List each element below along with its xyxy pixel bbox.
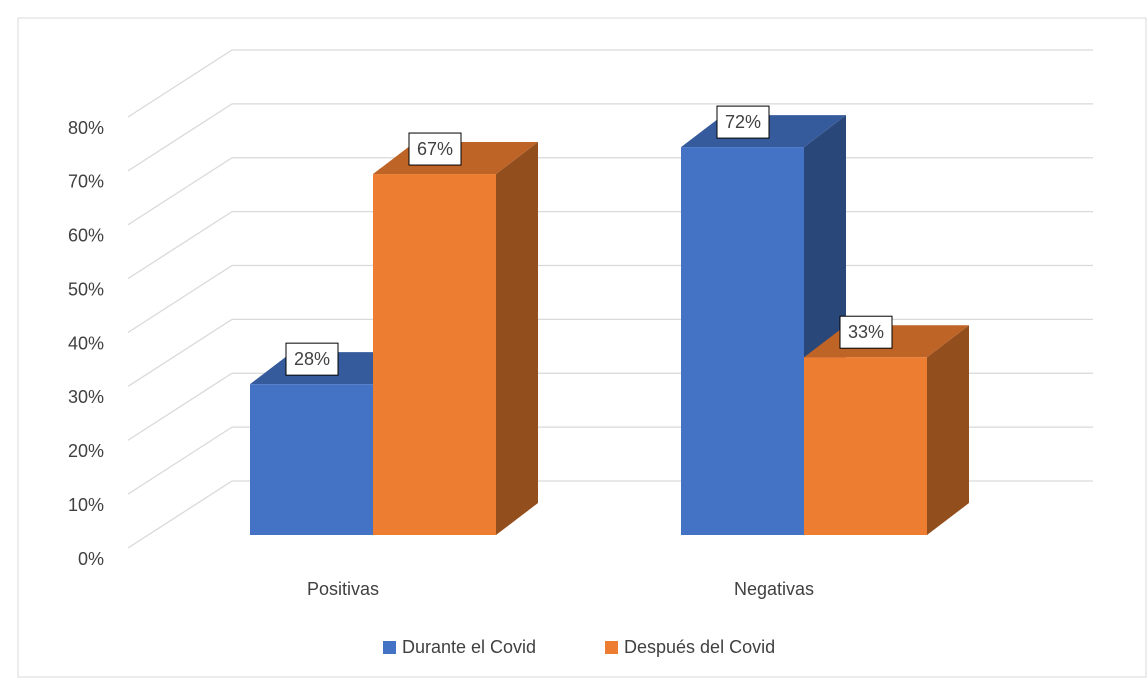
data-label-box xyxy=(285,342,339,376)
grid-diagonal xyxy=(127,157,233,226)
y-tick-label: 50% xyxy=(68,279,104,299)
y-tick-label: 20% xyxy=(68,441,104,461)
y-tick-label: 40% xyxy=(68,333,104,353)
y-tick-label: 0% xyxy=(78,549,104,569)
y-tick-label: 60% xyxy=(68,226,104,246)
bar xyxy=(373,174,496,535)
grid-diagonal xyxy=(127,49,233,118)
y-tick-label: 10% xyxy=(68,495,104,515)
bar xyxy=(804,357,927,535)
data-label-box xyxy=(839,315,893,349)
x-tick-label: Negativas xyxy=(734,579,814,599)
data-label: 72% xyxy=(725,112,761,132)
legend-swatch xyxy=(383,641,396,654)
bar xyxy=(681,147,804,535)
data-label: 28% xyxy=(294,349,330,369)
grid-diagonal xyxy=(127,480,233,549)
grid-diagonal xyxy=(127,426,233,495)
data-label: 33% xyxy=(848,322,884,342)
y-tick-label: 80% xyxy=(68,118,104,138)
y-tick-label: 70% xyxy=(68,172,104,192)
grid-diagonal xyxy=(127,318,233,387)
grid-diagonal xyxy=(127,372,233,441)
data-label-box xyxy=(408,132,462,166)
grid-diagonal xyxy=(127,264,233,334)
grid-diagonal xyxy=(127,103,233,172)
bar xyxy=(250,384,373,535)
legend-label: Durante el Covid xyxy=(402,637,536,657)
bar-side xyxy=(927,325,969,535)
bar-side xyxy=(496,142,538,535)
grid-diagonal xyxy=(127,211,233,280)
x-tick-label: Positivas xyxy=(307,579,379,599)
data-label-box xyxy=(716,105,770,139)
legend-label: Después del Covid xyxy=(624,637,775,657)
y-tick-label: 30% xyxy=(68,387,104,407)
data-label: 67% xyxy=(417,139,453,159)
legend-swatch xyxy=(605,641,618,654)
